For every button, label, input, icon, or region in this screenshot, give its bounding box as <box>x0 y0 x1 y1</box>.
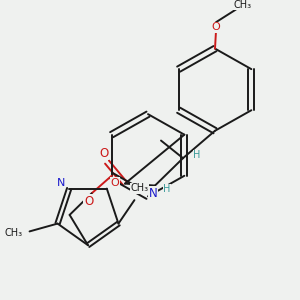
Text: N: N <box>57 178 65 188</box>
Text: H: H <box>193 150 201 160</box>
Text: O: O <box>212 22 220 32</box>
Text: N: N <box>148 187 158 200</box>
Text: O: O <box>84 195 93 208</box>
Text: CH₃: CH₃ <box>130 183 148 194</box>
Text: O: O <box>99 147 109 160</box>
Text: CH₃: CH₃ <box>4 228 22 239</box>
Text: O: O <box>110 178 119 188</box>
Text: CH₃: CH₃ <box>234 0 252 10</box>
Text: H: H <box>163 184 171 194</box>
